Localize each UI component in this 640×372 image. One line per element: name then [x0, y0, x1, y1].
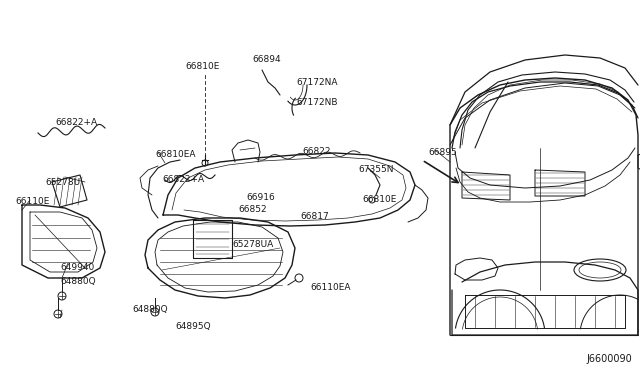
Text: 649940: 649940: [60, 263, 94, 272]
Text: 66852: 66852: [238, 205, 267, 214]
Text: 66810E: 66810E: [362, 195, 396, 204]
Text: 67172NB: 67172NB: [296, 98, 337, 107]
Text: 66810E: 66810E: [185, 62, 220, 71]
Text: 66817: 66817: [300, 212, 329, 221]
Text: 66822: 66822: [302, 147, 330, 156]
Text: 66810EA: 66810EA: [155, 150, 195, 159]
Text: 65278U: 65278U: [45, 178, 80, 187]
Text: J6600090: J6600090: [586, 354, 632, 364]
Text: 66916: 66916: [246, 193, 275, 202]
Text: 64880Q: 64880Q: [132, 305, 168, 314]
Text: 64895Q: 64895Q: [175, 322, 211, 331]
Text: 67172NA: 67172NA: [296, 78, 337, 87]
Text: 66895: 66895: [428, 148, 457, 157]
Text: 65278UA: 65278UA: [232, 240, 273, 249]
Text: 64880Q: 64880Q: [60, 277, 95, 286]
Text: 66110EA: 66110EA: [310, 283, 351, 292]
Text: 66822+A: 66822+A: [162, 175, 204, 184]
Text: 66894: 66894: [252, 55, 280, 64]
Text: 67355N: 67355N: [358, 165, 394, 174]
Text: 66110E: 66110E: [15, 197, 49, 206]
Text: 66822+A: 66822+A: [55, 118, 97, 127]
